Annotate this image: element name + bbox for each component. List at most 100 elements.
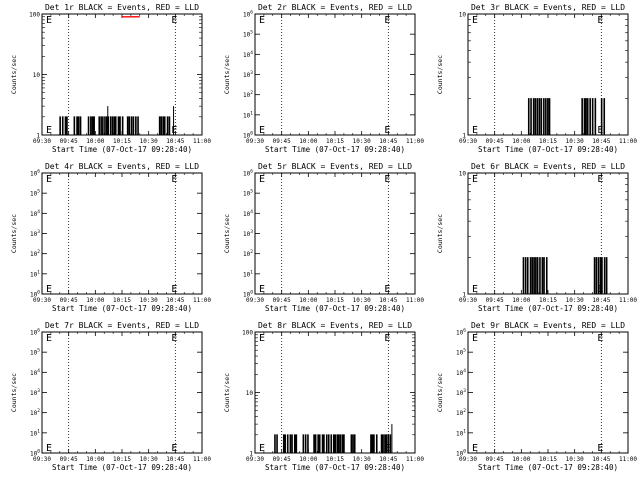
segment-marker-bottom: E [384,443,390,454]
x-tick-label: 10:45 [379,456,397,463]
plot-frame [254,331,416,454]
y-tick-label: 101 [456,428,466,437]
y-tick-label: 100 [29,12,40,19]
x-tick-label: 10:15 [113,297,131,304]
segment-marker-top: E [259,15,265,26]
x-tick-label: 09:45 [486,138,504,145]
detector-panel-9: Det 9r BLACK = Events, RED = LLD 09:30 09:… [436,321,637,472]
segment-marker-top: E [384,174,390,185]
segment-marker-bottom: E [171,284,177,295]
y-tick-label: 103 [243,70,253,79]
y-tick-label: 101 [30,269,40,278]
x-tick-label: 09:45 [273,456,291,463]
x-tick-label: 09:45 [60,138,78,145]
y-tick-label: 102 [30,249,40,258]
segment-marker-top: E [171,333,177,344]
segment-marker-top: E [46,15,52,26]
segment-marker-bottom: E [259,443,265,454]
y-axis-label: Counts/sec [223,55,231,94]
x-tick-label: 11:00 [193,297,211,304]
x-tick-label: 10:00 [299,138,317,145]
x-tick-label: 09:30 [33,297,51,304]
events-spikes [522,257,548,295]
y-tick-label: 106 [30,169,40,178]
y-axis-label: Counts/sec [10,214,18,253]
y-tick-label: 105 [30,189,40,198]
x-tick-label: 10:00 [299,456,317,463]
y-tick-label: 103 [30,229,40,238]
panel-title: Det 2r BLACK = Events, RED = LLD [258,3,412,12]
x-axis-label: Start Time (07-Oct-17 09:28:40) [265,463,405,472]
x-tick-label: 10:45 [166,456,184,463]
x-tick-label: 10:30 [353,138,371,145]
segment-marker-bottom: E [46,443,52,454]
x-axis-label: Start Time (07-Oct-17 09:28:40) [478,304,618,313]
x-axis-label: Start Time (07-Oct-17 09:28:40) [265,145,405,154]
x-tick-label: 10:15 [326,138,344,145]
detector-panel-6: Det 6r BLACK = Events, RED = LLD 09:30 09:… [436,162,637,313]
x-tick-label: 09:30 [459,297,477,304]
panel-title: Det 7r BLACK = Events, RED = LLD [45,321,199,330]
events-spikes [581,98,597,136]
x-tick-label: 09:30 [33,456,51,463]
y-tick-label: 102 [456,408,466,417]
y-tick-label: 106 [243,10,253,19]
panel-title: Det 4r BLACK = Events, RED = LLD [45,162,199,171]
segment-marker-top: E [472,174,478,185]
x-tick-label: 11:00 [406,297,424,304]
y-tick-label: 10 [33,72,41,79]
y-axis-label: Counts/sec [10,55,18,94]
x-tick-label: 11:00 [619,138,637,145]
x-tick-label: 11:00 [406,456,424,463]
y-tick-label: 100 [243,131,253,140]
x-tick-label: 10:45 [592,138,610,145]
y-tick-label: 106 [243,169,253,178]
x-tick-label: 09:45 [486,297,504,304]
segment-marker-top: E [259,333,265,344]
x-tick-label: 10:45 [166,138,184,145]
segment-marker-top: E [597,15,603,26]
x-tick-label: 10:15 [539,456,557,463]
x-axis-label: Start Time (07-Oct-17 09:28:40) [478,145,618,154]
plot-frame [41,13,203,136]
detector-panel-4: Det 4r BLACK = Events, RED = LLD 09:30 09:… [10,162,211,313]
x-tick-label: 10:45 [166,297,184,304]
x-tick-label: 09:30 [459,456,477,463]
segment-marker-top: E [472,333,478,344]
x-tick-label: 09:30 [246,297,264,304]
y-tick-label: 103 [243,229,253,238]
segment-marker-top: E [384,15,390,26]
x-tick-label: 11:00 [619,297,637,304]
x-axis-label: Start Time (07-Oct-17 09:28:40) [265,304,405,313]
x-tick-label: 09:45 [60,297,78,304]
y-tick-label: 1 [36,133,40,140]
x-tick-label: 10:15 [113,138,131,145]
x-tick-label: 10:00 [299,297,317,304]
x-tick-label: 10:45 [592,297,610,304]
events-spikes [59,116,68,136]
y-tick-label: 104 [30,209,40,218]
segment-marker-top: E [171,174,177,185]
segment-marker-bottom: E [46,284,52,295]
segment-marker-top: E [259,174,265,185]
y-tick-label: 106 [456,328,466,337]
segment-marker-top: E [46,333,52,344]
segment-marker-bottom: E [171,125,177,136]
x-tick-label: 10:00 [512,138,530,145]
y-tick-label: 104 [456,368,466,377]
panel-title: Det 1r BLACK = Events, RED = LLD [45,3,199,12]
segment-marker-bottom: E [259,125,265,136]
panel-title: Det 5r BLACK = Events, RED = LLD [258,162,412,171]
x-tick-label: 11:00 [406,138,424,145]
x-tick-label: 10:30 [353,456,371,463]
x-tick-label: 10:00 [86,297,104,304]
x-tick-label: 10:15 [539,297,557,304]
x-tick-label: 10:30 [140,297,158,304]
plot-frame [41,331,203,454]
y-axis-label: Counts/sec [436,55,444,94]
y-tick-label: 104 [243,50,253,59]
segment-marker-top: E [597,174,603,185]
x-tick-label: 09:45 [60,456,78,463]
x-tick-label: 10:30 [566,456,584,463]
plot-frame [254,13,416,136]
